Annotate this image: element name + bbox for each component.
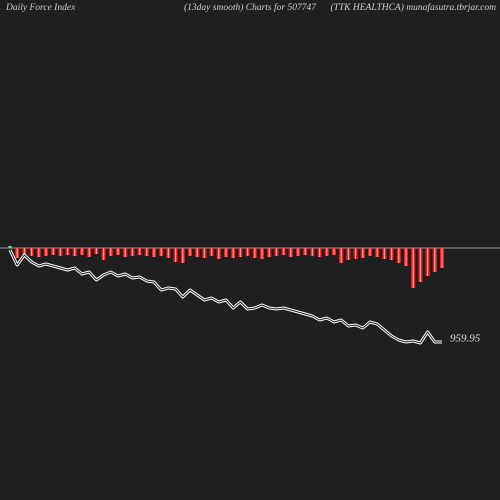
bar-highlight (247, 248, 249, 256)
bar-highlight (319, 248, 321, 257)
bar-highlight (261, 248, 263, 259)
bar-highlight (383, 248, 385, 259)
bar-highlight (239, 248, 241, 257)
bar-highlight (81, 248, 83, 255)
bar-highlight (160, 248, 162, 256)
bar-highlight (38, 248, 40, 257)
chart-title: Daily Force Index (5, 3, 76, 13)
bar-highlight (211, 248, 213, 256)
bar-highlight (405, 248, 407, 266)
bar-highlight (275, 248, 277, 256)
bar-highlight (304, 248, 306, 255)
bar-highlight (391, 248, 393, 260)
bar-highlight (434, 248, 436, 272)
chart-subtitle: (13day smooth) Charts for 507747 (184, 2, 317, 13)
bar-highlight (31, 248, 33, 256)
bar-highlight (146, 248, 148, 256)
bar-highlight (232, 248, 234, 258)
bar-highlight (218, 248, 220, 259)
bar-highlight (124, 248, 126, 257)
bar-highlight (333, 248, 335, 255)
bar-highlight (427, 248, 429, 276)
bar-highlight (16, 248, 18, 258)
bar-highlight (347, 248, 349, 260)
bar-highlight (175, 248, 177, 262)
bar-highlight (95, 248, 97, 254)
bar-highlight (369, 248, 371, 256)
bar-highlight (167, 248, 169, 258)
bar-highlight (362, 248, 364, 258)
bar-highlight (110, 248, 112, 256)
bar-highlight (67, 248, 69, 255)
bar-highlight (153, 248, 155, 257)
price-line-inner (9, 249, 442, 344)
bar-highlight (297, 248, 299, 256)
bar-highlight (131, 248, 133, 256)
bar-highlight (340, 248, 342, 263)
bar-highlight (103, 248, 105, 260)
bar-highlight (412, 248, 414, 288)
bar-highlight (441, 248, 443, 268)
last-price-label: 959.95 (450, 333, 481, 345)
bar-highlight (196, 248, 198, 257)
bar-highlight (355, 248, 357, 259)
bar-highlight (189, 248, 191, 256)
bar-highlight (225, 248, 227, 257)
bar-highlight (254, 248, 256, 258)
bar-highlight (290, 248, 292, 257)
bar-highlight (419, 248, 421, 282)
bar-highlight (182, 248, 184, 263)
bar-highlight (203, 248, 205, 258)
bar-highlight (376, 248, 378, 257)
bar-highlight (283, 248, 285, 255)
bar-highlight (117, 248, 119, 255)
bar-highlight (398, 248, 400, 263)
bar-highlight (88, 248, 90, 257)
bar-highlight (23, 248, 25, 256)
bar-highlight (268, 248, 270, 257)
bar-highlight (311, 248, 313, 256)
chart-source: (TTK HEALTHCA) munafasutra.tbrjar.com (330, 2, 496, 13)
bar-highlight (326, 248, 328, 256)
bar-highlight (74, 248, 76, 256)
bar-highlight (45, 248, 47, 256)
bar-highlight (52, 248, 54, 255)
bar-highlight (9, 246, 11, 248)
bar-highlight (59, 248, 61, 256)
bar-highlight (139, 248, 141, 255)
